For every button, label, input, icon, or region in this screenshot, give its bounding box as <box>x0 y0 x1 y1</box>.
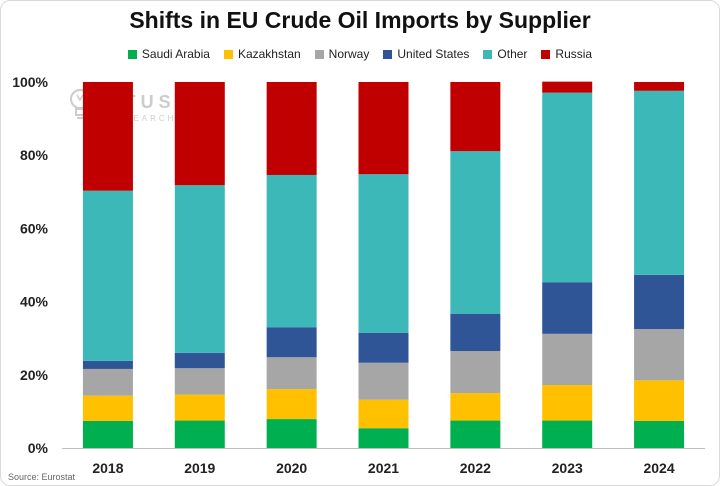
legend-label: Saudi Arabia <box>141 47 210 61</box>
bar-segment <box>358 428 409 448</box>
bar-segment <box>634 329 685 381</box>
x-tick-label: 2022 <box>460 460 491 476</box>
bar-segment <box>450 420 501 448</box>
bar-segment <box>542 385 593 421</box>
bar-segment <box>82 368 133 396</box>
bar-segment <box>358 174 409 333</box>
bar-segment <box>82 395 133 421</box>
bar-segment <box>174 82 225 186</box>
bar-segment <box>358 362 409 400</box>
bar-segment <box>174 394 225 421</box>
bar-segment <box>450 82 501 152</box>
bar-segment <box>266 357 317 390</box>
bar-segment <box>634 420 685 448</box>
bar-segment <box>634 82 685 91</box>
legend-swatch <box>127 49 137 59</box>
bar-segment <box>450 351 501 394</box>
legend-swatch <box>383 49 393 59</box>
legend-label: Kazakhstan <box>237 47 301 61</box>
x-tick-label: 2018 <box>92 460 123 476</box>
legend-label: Russia <box>555 47 593 61</box>
bar-segment <box>82 420 133 448</box>
source-note: Source: Eurostat <box>8 472 76 482</box>
bar-segment <box>450 313 501 352</box>
legend-swatch <box>314 49 324 59</box>
legend-item: United States <box>383 47 469 61</box>
bar-segment <box>82 190 133 361</box>
bar-segment <box>358 82 409 175</box>
legend-item: Norway <box>314 47 370 61</box>
bar-segment <box>358 399 409 429</box>
bar-segment <box>634 274 685 330</box>
legend-swatch <box>223 49 233 59</box>
bar-segment <box>542 81 593 93</box>
bar-segment <box>450 393 501 421</box>
legend-label: United States <box>397 47 470 61</box>
bar-segment <box>542 92 593 283</box>
x-tick-label: 2020 <box>276 460 307 476</box>
bar-segment <box>82 82 133 191</box>
bar-segment <box>174 352 225 369</box>
watermark-sub: RESEARCH <box>108 114 177 123</box>
bar-segment <box>266 389 317 420</box>
y-tick-label: 100% <box>12 74 48 90</box>
bar-segment <box>542 420 593 448</box>
legend-item: Russia <box>541 47 592 61</box>
bar-segment <box>542 282 593 334</box>
bar-segment <box>174 185 225 353</box>
chart-title: Shifts in EU Crude Oil Imports by Suppli… <box>129 7 591 33</box>
x-tick-label: 2021 <box>368 460 399 476</box>
bar-segment <box>266 327 317 358</box>
legend-swatch <box>483 49 493 59</box>
bar-segment <box>82 360 133 369</box>
x-tick-label: 2024 <box>643 460 674 476</box>
y-tick-label: 0% <box>28 440 49 456</box>
bar-segment <box>174 420 225 448</box>
bar-segment <box>358 332 409 363</box>
bar-segment <box>266 82 317 175</box>
x-tick-label: 2023 <box>552 460 583 476</box>
bar-segment <box>450 151 501 314</box>
bar-segment <box>634 90 685 275</box>
y-tick-label: 40% <box>20 294 49 310</box>
legend-swatch <box>541 49 551 59</box>
bar-segment <box>634 380 685 421</box>
legend-item: Other <box>483 47 527 61</box>
bar-segment <box>174 368 225 395</box>
legend-label: Norway <box>328 47 370 61</box>
x-tick-label: 2019 <box>184 460 215 476</box>
bar-segment <box>266 174 317 328</box>
bar-segment <box>542 333 593 386</box>
legend-item: Saudi Arabia <box>127 47 210 61</box>
y-tick-label: 20% <box>20 367 49 383</box>
y-tick-label: 80% <box>20 147 49 163</box>
legend: Saudi Arabia Kazakhstan Norway United State… <box>0 47 720 61</box>
legend-label: Other <box>497 47 528 61</box>
bar-segment <box>266 419 317 448</box>
legend-item: Kazakhstan <box>223 47 301 61</box>
y-tick-label: 60% <box>20 220 49 236</box>
